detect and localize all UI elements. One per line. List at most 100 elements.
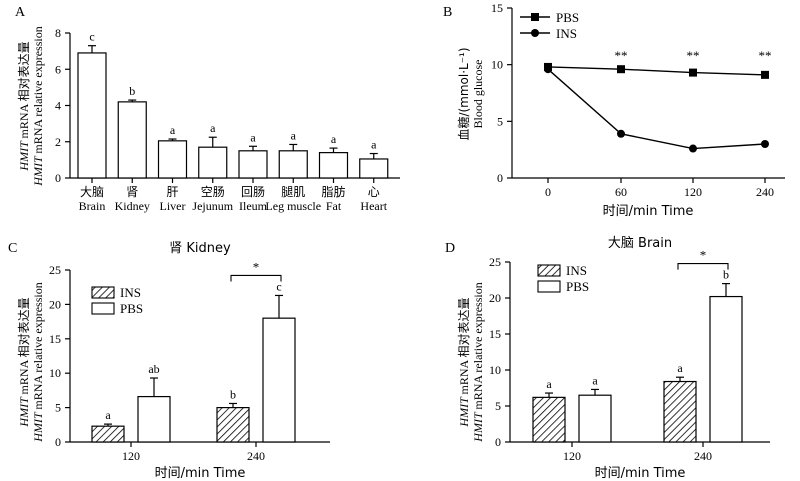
panel-a-y-tick-label: 6 — [55, 62, 61, 76]
panel-b-x-tick-label: 0 — [545, 185, 551, 199]
panel-c-y-tick-label: 0 — [55, 435, 61, 449]
panel-c-bracket-label: * — [253, 259, 260, 274]
panel-a-sig-letter: a — [250, 130, 256, 144]
panel-d-y-label-cn: HMIT mRNA 相对表达量 — [457, 297, 471, 427]
panel-c-y-tick-label: 10 — [49, 366, 61, 380]
panel-d-letter: D — [445, 241, 455, 256]
panel-c-title: 肾 Kidney — [169, 241, 231, 256]
panel-a-x-label-en: Ileum — [239, 199, 268, 213]
panel-a-letter: A — [15, 5, 26, 20]
panel-b-point-ins — [617, 129, 625, 138]
panel-a-x-label-en: Kidney — [115, 199, 150, 213]
panel-a-sig-letter: a — [291, 128, 297, 142]
panel-a-y-label-cn: HMIT mRNA 相对表达量 — [17, 41, 31, 171]
panel-b-significance: ** — [615, 48, 628, 63]
panel-b-significance: ** — [687, 48, 700, 63]
panel-d-sig-letter: a — [592, 373, 598, 387]
panel-c-sig-letter: a — [105, 408, 111, 422]
panel-a-bar — [198, 146, 228, 179]
panel-a-sig-letter: a — [331, 132, 337, 146]
panel-c-legend-swatch — [91, 302, 115, 315]
panel-c-letter: C — [8, 241, 17, 256]
panel-b-line-pbs — [547, 66, 766, 76]
panel-d-sig-letter: b — [723, 268, 729, 282]
panel-d-y-tick-label: 5 — [495, 399, 501, 413]
panel-a-bar — [238, 150, 268, 179]
panel-d-y-label-en: HMIT mRNA relative expression — [471, 282, 485, 442]
panel-a-y-tick-label: 0 — [55, 171, 61, 185]
panel-c-y-label-cn: HMIT mRNA 相对表达量 — [17, 297, 31, 427]
panel-b-point-pbs — [761, 70, 769, 79]
panel-b-y-tick-label: 5 — [497, 114, 503, 128]
panel-b-y-tick-label: 10 — [491, 58, 503, 72]
panel-c-bar-ins — [91, 425, 125, 443]
panel-d-y-tick-label: 15 — [489, 327, 501, 341]
panel-a-y-tick-label: 8 — [55, 26, 61, 40]
panel-a-sig-letter: b — [129, 84, 135, 98]
panel-c-bar-ins — [216, 407, 250, 443]
panel-d-y-tick-label: 10 — [489, 363, 501, 377]
panel-c-y-tick-label: 20 — [49, 297, 61, 311]
panel-c-x-tick-label: 120 — [122, 449, 140, 463]
panel-c-y-tick-label: 15 — [49, 332, 61, 346]
panel-a-x-label-cn: 肝 — [166, 185, 178, 199]
panel-b-y-tick-label: 15 — [491, 1, 503, 15]
panel-d-x-tick-label: 240 — [694, 449, 712, 463]
panel-c-x-tick-label: 240 — [247, 449, 265, 463]
panel-a-x-label-cn: 脂肪 — [321, 184, 345, 199]
panel-a-sig-letter: a — [170, 123, 176, 137]
panel-b-point-pbs — [617, 65, 625, 74]
panel-a-x-label-cn: 肾 — [126, 185, 138, 199]
panel-c-legend-label: PBS — [120, 301, 143, 316]
panel-a-x-label-cn: 腿肌 — [281, 185, 305, 199]
panel-c-legend-label: INS — [120, 285, 141, 300]
panel-a-sig-letter: c — [89, 30, 94, 44]
panel-c-sig-letter: b — [230, 387, 236, 401]
panel-d-significance-bracket — [677, 263, 729, 270]
panel-d-legend-swatch — [537, 264, 561, 277]
panel-a-x-label-en: Jejunum — [192, 199, 233, 213]
panel-a-bar — [318, 152, 349, 179]
panel-a-y-label-en: HMIT mRNA relative expression — [31, 26, 45, 186]
panel-b-legend-label: PBS — [556, 10, 579, 25]
panel-a-x-label-cn: 心 — [368, 185, 380, 199]
panel-b-y-label-cn: 血糖/(mmol·L⁻¹) — [456, 47, 471, 140]
panel-b-point-ins — [761, 140, 769, 148]
panel-b-legend-label: INS — [556, 26, 577, 41]
panel-a-y-tick-label: 2 — [55, 135, 61, 149]
panel-d-bar-pbs — [578, 394, 612, 443]
panel-c-sig-letter: c — [276, 279, 281, 293]
panel-c-x-label: 时间/min Time — [155, 466, 246, 481]
panel-d-bracket-label: * — [700, 248, 707, 263]
panel-c-bar-pbs — [262, 317, 296, 443]
panel-d-legend-label: PBS — [566, 279, 589, 294]
panel-b-y-tick-label: 0 — [497, 171, 503, 185]
panel-d-y-tick-label: 0 — [495, 435, 501, 449]
panel-c-y-tick-label: 25 — [49, 263, 61, 277]
panel-c-sig-letter: ab — [148, 362, 159, 376]
panel-b-x-tick-label: 120 — [684, 185, 702, 199]
panel-b-x-tick-label: 60 — [615, 185, 627, 199]
panel-d-bar-ins — [663, 380, 697, 443]
panel-c-y-tick-label: 5 — [55, 401, 61, 415]
panel-a-x-label-en: Heart — [360, 199, 387, 213]
panel-a-x-label-cn: 回肠 — [241, 185, 265, 199]
panel-b-y-label: 血糖/(mmol·L⁻¹) Blood glucose — [456, 47, 485, 140]
panel-a-sig-letter: a — [210, 121, 216, 135]
panel-d-x-label: 时间/min Time — [595, 466, 686, 481]
panel-b-y-label-en: Blood glucose — [471, 60, 485, 129]
panel-c-bar-pbs — [137, 395, 171, 443]
panel-c-legend-swatch — [91, 286, 115, 299]
panel-a-x-label-en: Fat — [326, 199, 342, 213]
panel-a-x-label-en: Brain — [79, 199, 106, 213]
panel-a-x-label-en: Liver — [160, 199, 186, 213]
panel-b-legend-marker — [531, 29, 539, 37]
panel-b-x-tick-label: 240 — [756, 185, 774, 199]
panel-a-bar — [359, 158, 389, 179]
panel-b-point-ins — [544, 65, 552, 74]
panel-a-bar — [117, 101, 147, 179]
panel-c-y-label-en: HMIT mRNA relative expression — [31, 282, 45, 442]
panel-d-legend-swatch — [537, 280, 561, 293]
